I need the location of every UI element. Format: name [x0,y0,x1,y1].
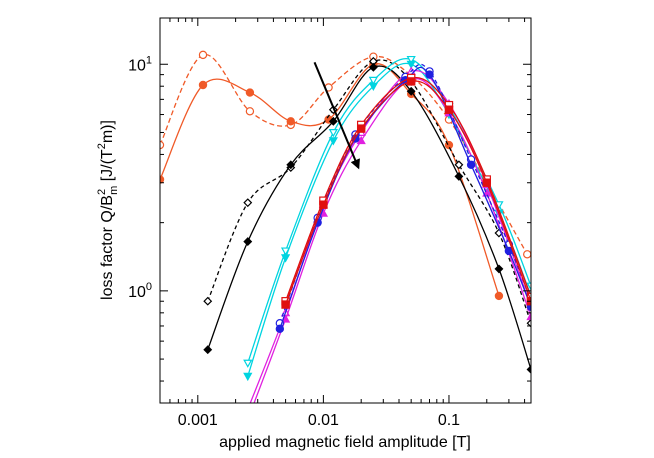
series-line [284,76,531,302]
data-point [275,324,285,334]
series-line [253,77,531,403]
y-axis-label: loss factor Q/B2m [J/(T2m)] [96,120,120,300]
data-point [203,296,213,306]
y-tick-label: 100 [128,281,152,301]
data-point [160,175,165,184]
y-tick-label: 101 [128,54,152,74]
data-point [526,311,531,321]
data-point [526,364,531,374]
data-point [482,178,491,187]
data-point [245,88,255,97]
data-point [244,406,251,412]
data-point [243,359,253,368]
data-point [523,250,531,259]
data-point [368,82,378,92]
plot-frame [159,17,532,404]
data-point [286,117,295,126]
data-point [454,160,464,170]
y-axis-label-unit-pre: [J/(T [99,149,116,186]
y-axis-label-main: loss factor Q/B [99,195,116,300]
data-point [243,237,253,247]
data-point [406,55,416,65]
series-line [247,62,531,377]
data-point [198,50,208,60]
y-axis-label-unit-post: m)] [99,120,116,143]
tick-labels: 0.001 0.01 0.1 100 101 [128,54,460,429]
data-point [328,128,338,138]
x-tick-label: 0.001 [178,412,218,429]
data-point [368,62,378,72]
y-axis-label-sup: 2 [96,189,108,195]
series-line [247,57,531,364]
x-tick-label: 0.01 [308,412,339,429]
data-point [280,254,291,263]
data-point [526,318,531,328]
data-point [286,160,296,170]
x-tick-label: 0.1 [438,412,460,429]
data-point [406,86,416,96]
series-9 [275,66,531,334]
data-point [494,291,504,301]
data-point [203,345,213,355]
y-axis-label-sub: m [108,186,120,195]
data-point [328,137,338,146]
series-4 [243,55,531,368]
y-axis-label-unit-sup: 2 [96,143,108,149]
data-point [406,60,416,70]
series-3 [203,62,531,374]
data-point [244,416,251,422]
series-line [207,65,531,370]
data-point [406,77,416,86]
series-line [284,80,531,305]
data-point [281,300,290,309]
data-point [444,105,454,114]
axis-ticks [159,18,531,403]
data-point [466,160,476,170]
data-point [243,372,253,382]
series-5 [243,60,531,382]
data-point [356,124,366,133]
data-point [198,80,208,90]
x-axis-label: applied magnetic field amplitude [T] [219,434,471,451]
data-point [454,171,464,181]
data-point [425,70,434,79]
series-11 [281,77,531,309]
data-point [526,282,531,291]
data-point [243,198,253,208]
data-point [160,140,165,150]
series-line [279,63,531,324]
data-point [328,116,338,126]
data-point [368,76,378,86]
data-point [494,264,504,274]
data-point [356,135,366,145]
series-line [160,54,528,255]
series-layer [160,50,531,422]
data-point [245,107,255,116]
data-point [319,200,328,209]
annotation-arrow [313,61,360,170]
